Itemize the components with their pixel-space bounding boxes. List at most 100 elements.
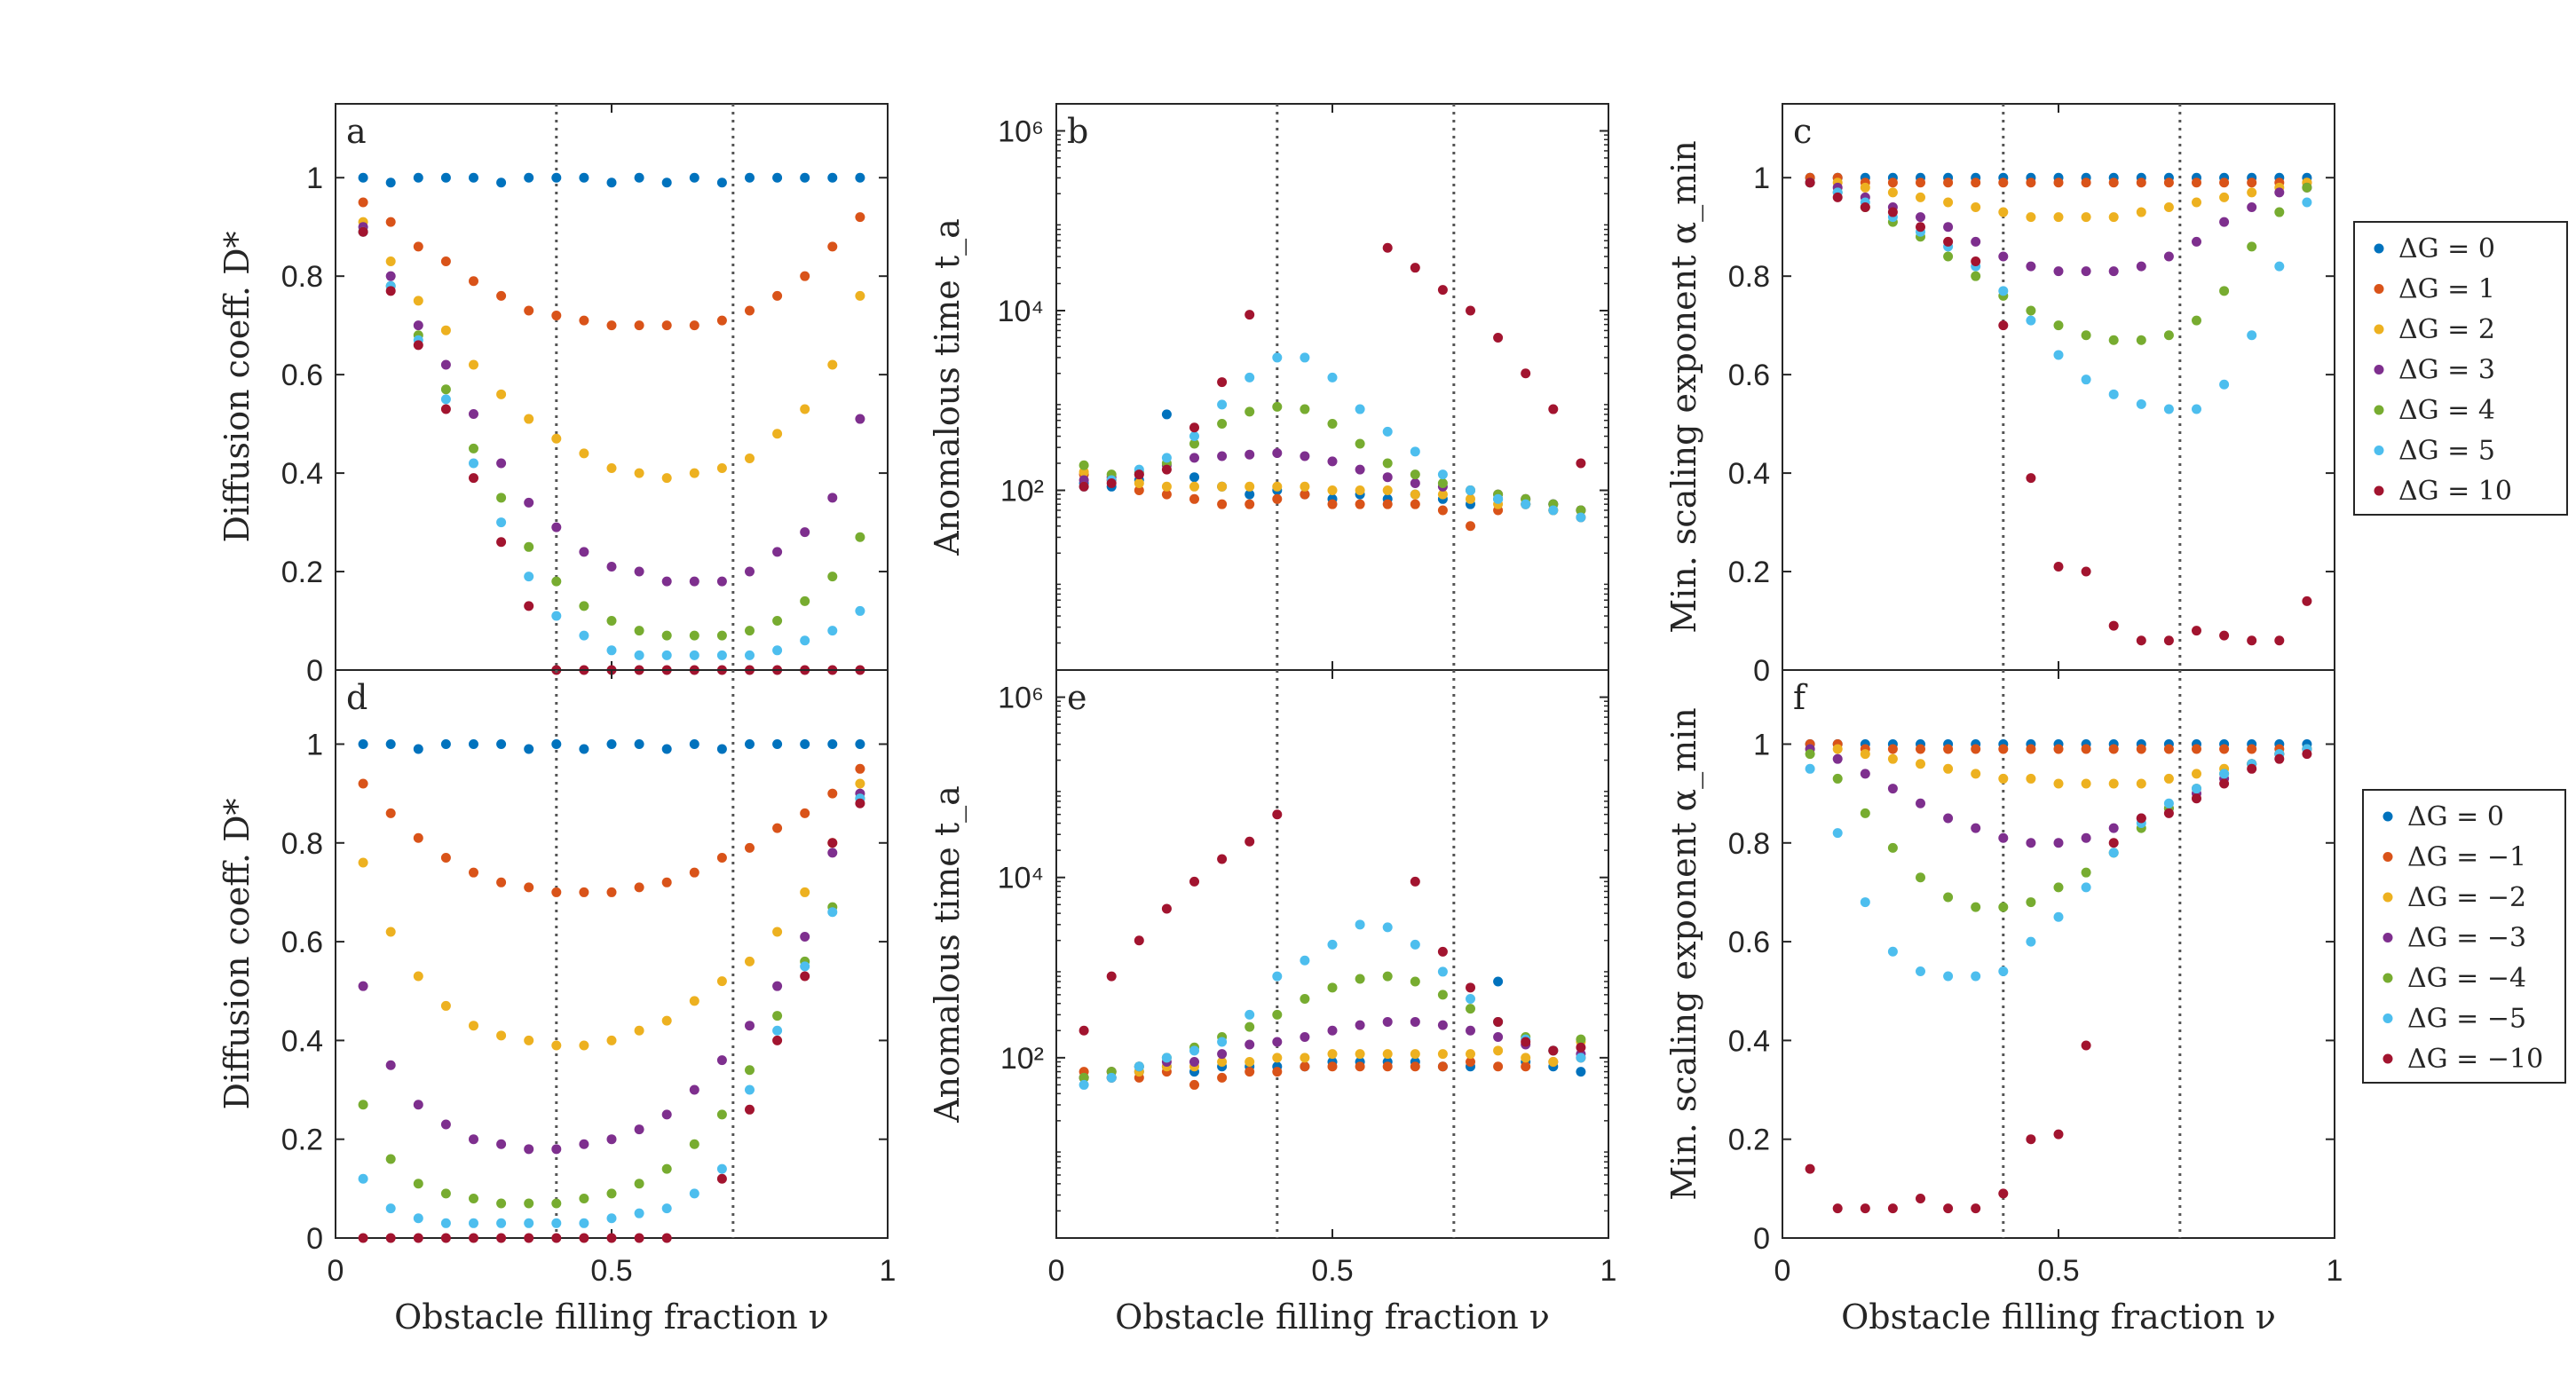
- data-point: [1327, 1025, 1338, 1036]
- y-axis-label: Anomalous time t_a: [928, 218, 968, 556]
- data-point: [1832, 1203, 1843, 1214]
- data-point: [1410, 263, 1420, 273]
- data-point: [606, 1134, 617, 1145]
- data-point: [496, 1030, 507, 1041]
- data-point: [2053, 177, 2064, 188]
- data-point: [1245, 449, 1255, 460]
- data-point: [1971, 971, 1981, 982]
- data-point: [2081, 744, 2091, 754]
- data-point: [1466, 1025, 1475, 1036]
- panel-d: 0 0.2 0.4 0.6 0.8 1 0 0.5 1 Diffusion coeff. D* Ob…: [217, 669, 896, 1337]
- data-point: [606, 1035, 617, 1045]
- data-point: [1300, 1061, 1310, 1072]
- y-tick-label: 0.6: [1728, 359, 1770, 392]
- data-point: [579, 630, 589, 641]
- data-point: [800, 961, 810, 972]
- data-point: [2108, 389, 2119, 399]
- data-point: [1971, 177, 1981, 188]
- series-dG-10: [1805, 177, 2312, 646]
- data-point: [440, 172, 451, 183]
- data-point: [1327, 939, 1338, 950]
- data-point: [1860, 749, 1870, 760]
- data-point: [1382, 426, 1393, 437]
- data-point: [2108, 778, 2119, 789]
- data-point: [1493, 332, 1504, 343]
- data-point: [579, 1218, 589, 1228]
- data-point: [745, 172, 755, 183]
- legend-entry: ΔG = 10: [2374, 476, 2512, 507]
- data-point: [1355, 464, 1365, 475]
- data-point: [606, 887, 617, 897]
- legend-entry: ΔG = 4: [2374, 395, 2495, 426]
- data-point: [1382, 1016, 1393, 1027]
- data-point: [716, 852, 727, 863]
- y-tick-label: 10⁴: [998, 295, 1044, 328]
- data-point: [469, 1134, 478, 1145]
- data-point: [634, 1208, 644, 1218]
- data-point: [358, 226, 368, 237]
- data-point: [1189, 1045, 1199, 1056]
- data-point: [855, 414, 865, 424]
- data-point: [1887, 753, 1898, 764]
- data-point: [1217, 854, 1228, 864]
- data-point: [1272, 1053, 1283, 1063]
- legend-label: ΔG = 4: [2398, 395, 2495, 426]
- data-point: [524, 1218, 534, 1228]
- data-point: [551, 522, 562, 532]
- data-point: [1998, 744, 2009, 754]
- data-point: [800, 887, 810, 897]
- data-point: [2163, 808, 2174, 818]
- data-point: [606, 177, 617, 188]
- data-point: [1189, 481, 1199, 492]
- data-point: [1327, 456, 1338, 467]
- data-point: [385, 217, 396, 227]
- data-point: [1382, 1061, 1393, 1072]
- data-point: [772, 547, 783, 557]
- data-point: [524, 601, 534, 611]
- data-point: [2026, 212, 2036, 223]
- data-point: [1161, 453, 1172, 463]
- legend-entry: ΔG = 0: [2374, 233, 2495, 264]
- y-tick-label: 0.2: [281, 1124, 323, 1157]
- data-point: [1272, 1009, 1283, 1020]
- data-point: [1382, 458, 1393, 469]
- series-dG-10: [358, 226, 865, 675]
- data-point: [1998, 773, 2009, 784]
- data-point: [1576, 1053, 1586, 1063]
- data-point: [2192, 315, 2201, 326]
- data-point: [440, 256, 451, 267]
- data-point: [1887, 177, 1898, 188]
- data-point: [2247, 744, 2257, 754]
- data-point: [2302, 595, 2312, 606]
- series-dG-5: [358, 793, 865, 1228]
- data-point: [800, 271, 810, 281]
- data-point: [2247, 330, 2257, 341]
- data-point: [1217, 377, 1228, 388]
- series-dG-3: [358, 222, 865, 587]
- data-point: [413, 971, 423, 982]
- series-dG-10: [1079, 809, 1586, 1056]
- data-point: [440, 384, 451, 395]
- data-point: [1327, 982, 1338, 993]
- data-point: [2274, 635, 2285, 646]
- data-point: [2219, 630, 2230, 641]
- data-point: [2163, 202, 2174, 213]
- data-point: [2163, 330, 2174, 341]
- data-point: [1998, 251, 2009, 262]
- legend-entry: ΔG = −1: [2382, 842, 2526, 873]
- data-point: [1217, 481, 1228, 492]
- data-point: [1272, 447, 1283, 458]
- data-point: [1548, 1045, 1559, 1056]
- data-point: [1161, 489, 1172, 500]
- series-dG-0: [358, 172, 865, 188]
- legend-entry: ΔG = −10: [2382, 1044, 2543, 1075]
- data-point: [1355, 485, 1365, 495]
- data-point: [1860, 897, 1870, 908]
- data-point: [2192, 769, 2201, 779]
- data-point: [1245, 1009, 1255, 1020]
- data-point: [1998, 966, 2009, 976]
- data-point: [634, 882, 644, 893]
- data-point: [496, 1139, 507, 1149]
- data-point: [496, 738, 507, 749]
- data-point: [1272, 809, 1283, 820]
